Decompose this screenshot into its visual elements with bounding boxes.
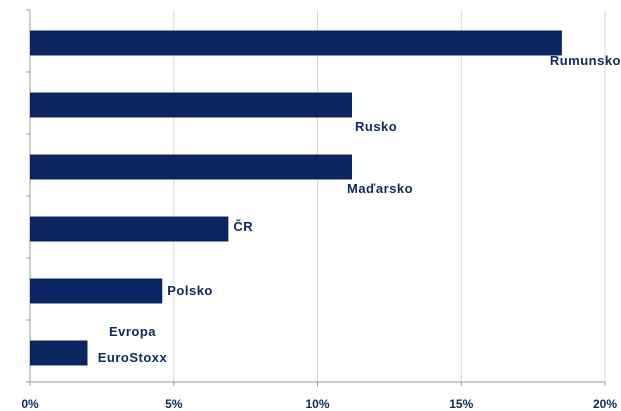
x-tick-label: 5%: [165, 397, 183, 411]
x-tick-label: 15%: [449, 397, 474, 411]
category-label: Rusko: [355, 119, 398, 134]
bar: [30, 92, 352, 118]
category-label: Polsko: [167, 283, 213, 298]
category-label: Evropa EuroStoxx: [97, 324, 168, 365]
bar: [30, 278, 163, 304]
category-label: Maďarsko: [347, 181, 414, 196]
bar: [30, 216, 229, 242]
category-label: ČR: [233, 219, 254, 234]
x-tick-label: 20%: [592, 397, 618, 411]
x-tick-label: 10%: [305, 397, 330, 411]
bar: [30, 340, 88, 366]
bar: [30, 154, 352, 180]
category-label: Rumunsko: [549, 53, 621, 68]
x-tick-label: 0%: [21, 397, 39, 411]
bar: [30, 30, 562, 56]
